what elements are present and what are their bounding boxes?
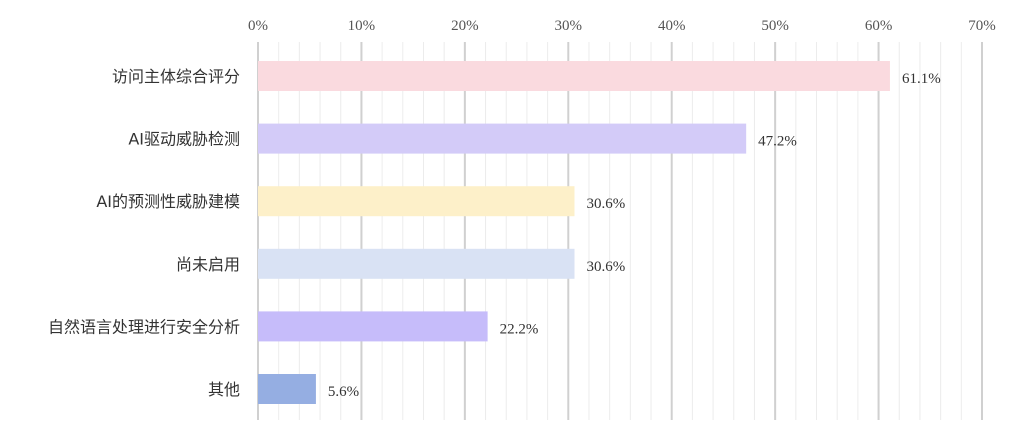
category-label: 访问主体综合评分 [112, 67, 240, 86]
category-label: AI驱动威胁检测 [128, 130, 240, 149]
x-tick-label: 70% [968, 18, 996, 34]
x-axis-ticks: 0% 10% 20% 30% 40% 50% 60% 70% [248, 18, 996, 34]
bars [258, 61, 890, 404]
bar [258, 311, 488, 342]
data-labels: 61.1% 47.2% 30.6% 30.6% 22.2% 5.6% [328, 71, 941, 400]
bar [258, 186, 575, 217]
data-label: 47.2% [758, 134, 797, 150]
x-tick-label: 30% [555, 18, 583, 34]
category-label: AI的预测性威胁建模 [96, 192, 240, 211]
x-tick-label: 40% [658, 18, 686, 34]
data-label: 61.1% [902, 71, 941, 87]
data-label: 22.2% [500, 321, 539, 337]
category-label: 尚未启用 [176, 255, 240, 274]
grid-lines [257, 42, 983, 420]
category-label: 自然语言处理进行安全分析 [48, 317, 240, 336]
bar [258, 374, 316, 404]
category-label: 其他 [208, 380, 240, 399]
bar [258, 248, 575, 279]
data-label: 30.6% [586, 196, 625, 212]
x-tick-label: 50% [761, 18, 789, 34]
bar [258, 61, 890, 91]
bar [258, 123, 747, 154]
x-tick-label: 60% [865, 18, 893, 34]
data-label: 5.6% [328, 384, 359, 400]
x-tick-label: 20% [451, 18, 479, 34]
data-label: 30.6% [586, 259, 625, 275]
x-tick-label: 10% [348, 18, 376, 34]
category-labels: 访问主体综合评分 AI驱动威胁检测 AI的预测性威胁建模尚未启用自然语言处理进行安全… [48, 67, 240, 399]
x-tick-label: 0% [248, 18, 268, 34]
